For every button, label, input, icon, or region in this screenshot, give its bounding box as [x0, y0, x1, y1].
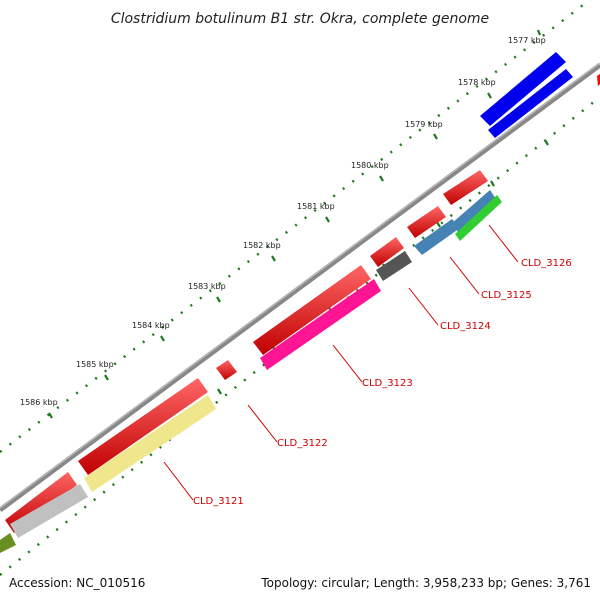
tick-label-1582: 1582 kbp [243, 241, 281, 250]
gene-label-cld3121: CLD_3121 [193, 496, 244, 507]
gene-label-cld3125: CLD_3125 [481, 290, 532, 301]
feature-blue-outer[interactable] [480, 52, 566, 126]
feature-olive[interactable] [0, 533, 16, 553]
feature-red-cld3126[interactable] [443, 170, 488, 205]
tick-label-1586: 1586 kbp [20, 398, 58, 407]
tick-label-1579: 1579 kbp [405, 120, 443, 129]
tick-label-1580: 1580 kbp [351, 161, 389, 170]
callout-lines [163, 224, 519, 501]
map-title: Clostridium botulinum B1 str. Okra, comp… [111, 11, 489, 27]
outer-tick-ring [0, 0, 592, 453]
gene-label-cld3126: CLD_3126 [521, 258, 572, 269]
genome-backbone [0, 62, 600, 513]
genome-summary-text: Topology: circular; Length: 3,958,233 bp… [260, 576, 591, 590]
feature-blue-inner[interactable] [488, 69, 573, 138]
gene-label-cld3124: CLD_3124 [440, 321, 491, 332]
tick-label-1585: 1585 kbp [76, 360, 114, 369]
feature-yellow[interactable] [84, 395, 216, 492]
gene-label-cld3123: CLD_3123 [362, 378, 413, 389]
tick-label-1584: 1584 kbp [132, 321, 170, 330]
feature-green[interactable] [455, 195, 502, 241]
tick-label-1583: 1583 kbp [188, 282, 226, 291]
feature-steelblue[interactable] [452, 190, 496, 232]
feature-red-cld3122[interactable] [78, 378, 208, 475]
tick-label-1578: 1578 kbp [458, 78, 496, 87]
feature-red-cld3125[interactable] [407, 206, 446, 238]
feature-red-small[interactable] [216, 360, 237, 380]
feature-red-edge[interactable] [597, 74, 600, 86]
accession-text: Accession: NC_010516 [9, 576, 145, 590]
genome-backbone-highlight [0, 62, 600, 509]
gene-label-cld3122: CLD_3122 [277, 438, 328, 449]
feature-steelblue-2[interactable] [414, 219, 460, 255]
feature-magenta[interactable] [260, 279, 381, 370]
tick-label-1577: 1577 kbp [508, 36, 546, 45]
feature-darkgray[interactable] [376, 251, 412, 281]
feature-red-cld3124[interactable] [370, 237, 404, 267]
tick-label-1581: 1581 kbp [297, 202, 335, 211]
feature-red-cld3123[interactable] [253, 265, 371, 355]
feature-silver[interactable] [10, 484, 88, 538]
